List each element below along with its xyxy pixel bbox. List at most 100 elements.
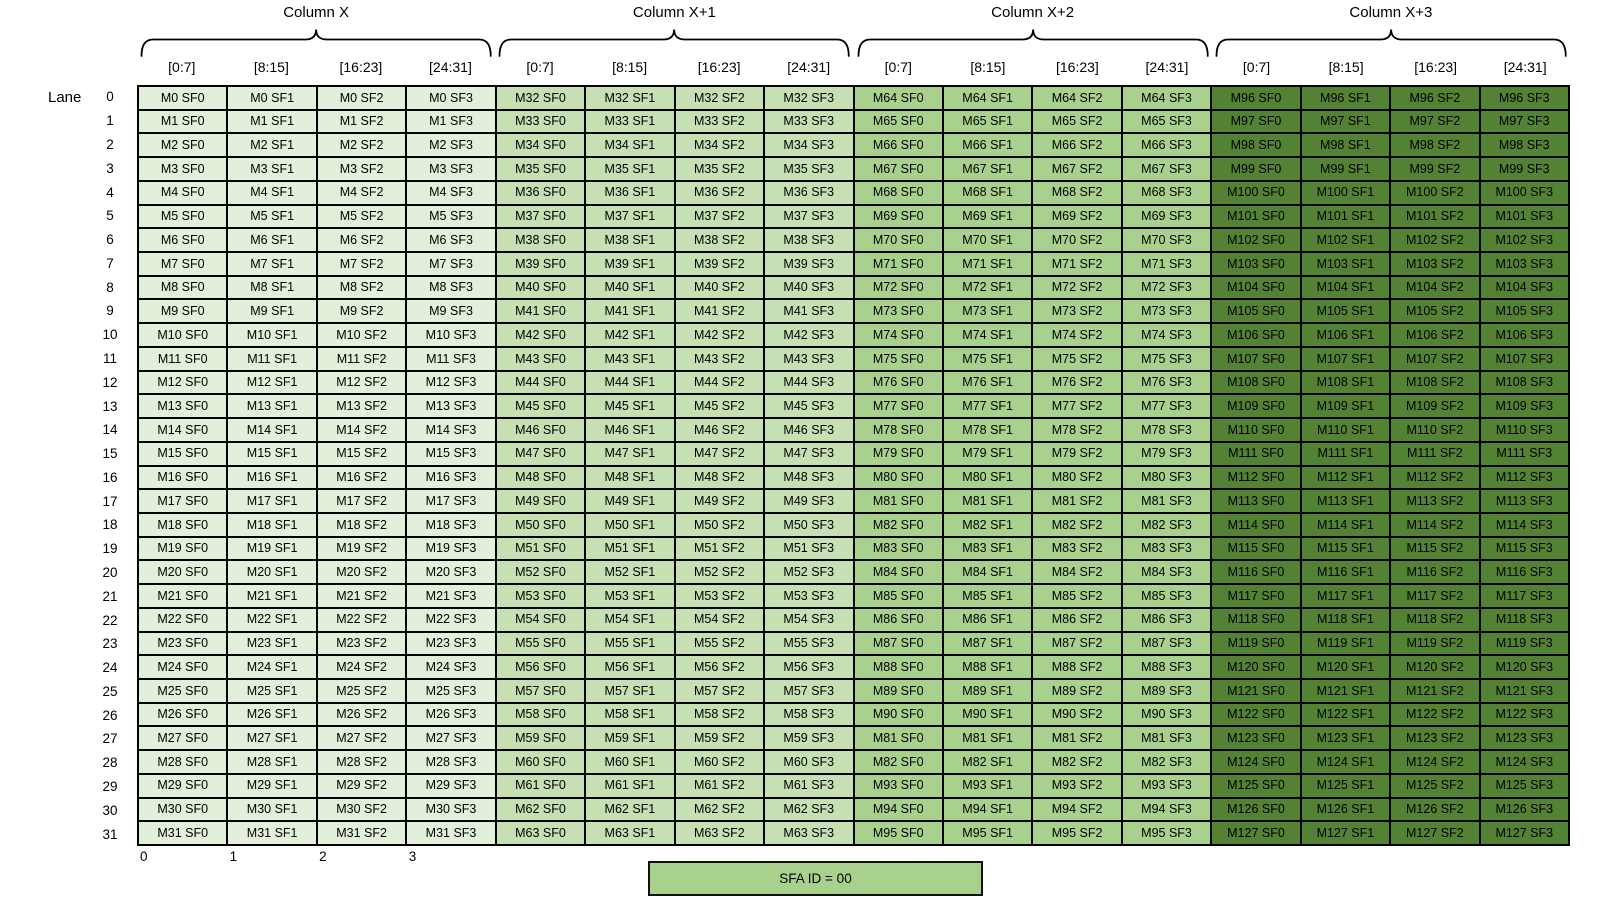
bitfield-range-label-0-2: [16:23] (339, 59, 383, 75)
cell: M108 SF2 (1390, 370, 1480, 395)
cell: M122 SF3 (1479, 702, 1569, 727)
lane-number-12: 12 (102, 374, 118, 390)
cell: M2 SF2 (316, 133, 407, 158)
cell: M107 SF0 (1211, 346, 1301, 371)
cell: M44 SF1 (585, 370, 675, 395)
cell: M77 SF0 (853, 394, 943, 419)
cell: M75 SF1 (942, 346, 1033, 371)
cell: M67 SF0 (853, 157, 943, 181)
cell: M73 SF2 (1032, 299, 1122, 324)
cell: M120 SF1 (1300, 655, 1391, 679)
cell: M30 SF0 (138, 797, 228, 822)
bitfield-range-label-1-2: [16:23] (697, 59, 741, 75)
cell: M16 SF2 (316, 465, 407, 490)
byte-offset-tick-0: 0 (140, 849, 148, 864)
cell: M123 SF0 (1211, 726, 1301, 751)
cell: M100 SF3 (1479, 180, 1569, 205)
cell: M88 SF0 (853, 655, 943, 679)
cell: M1 SF2 (316, 109, 407, 134)
bitfield-range-label-3-3: [24:31] (1503, 59, 1547, 75)
cell: M75 SF2 (1032, 346, 1122, 371)
cell: M45 SF0 (495, 394, 586, 419)
cell: M84 SF2 (1032, 560, 1122, 585)
cell: M19 SF0 (138, 536, 228, 561)
cell: M21 SF1 (227, 584, 317, 608)
cell: M4 SF1 (227, 180, 317, 205)
cell: M83 SF1 (942, 536, 1033, 561)
group-title-0: Column X (283, 4, 350, 21)
cell: M23 SF2 (316, 631, 407, 656)
cell: M71 SF2 (1032, 252, 1122, 276)
cell: M116 SF0 (1211, 560, 1301, 585)
lane-number-21: 21 (102, 588, 118, 604)
cell: M94 SF1 (942, 797, 1033, 822)
cell: M115 SF1 (1300, 536, 1391, 561)
cell: M35 SF1 (585, 157, 675, 181)
cell: M4 SF2 (316, 180, 407, 205)
cell: M82 SF2 (1032, 512, 1122, 537)
cell: M64 SF3 (1121, 86, 1212, 110)
lane-number-2: 2 (106, 136, 114, 152)
bitfield-range-label-0-0: [0:7] (168, 59, 196, 75)
cell: M109 SF0 (1211, 394, 1301, 419)
bitfield-range-label-3-2: [16:23] (1414, 59, 1458, 75)
cell: M98 SF1 (1300, 133, 1391, 158)
cell: M126 SF1 (1300, 797, 1391, 822)
cell: M28 SF1 (227, 750, 317, 774)
cell: M16 SF0 (138, 465, 228, 490)
cell: M68 SF0 (853, 180, 943, 205)
cell: M104 SF3 (1479, 275, 1569, 300)
cell: M27 SF2 (316, 726, 407, 751)
cell: M4 SF0 (138, 180, 228, 205)
cell: M48 SF0 (495, 465, 586, 490)
cell: M52 SF3 (764, 560, 854, 585)
cell: M123 SF3 (1479, 726, 1569, 751)
cell: M78 SF2 (1032, 418, 1122, 442)
cell: M12 SF1 (227, 370, 317, 395)
cell: M14 SF2 (316, 418, 407, 442)
cell: M74 SF0 (853, 323, 943, 347)
cell: M29 SF1 (227, 773, 317, 798)
cell: M68 SF2 (1032, 180, 1122, 205)
cell: M7 SF3 (406, 252, 496, 276)
cell: M26 SF1 (227, 702, 317, 727)
cell: M53 SF3 (764, 584, 854, 608)
cell: M8 SF1 (227, 275, 317, 300)
cell: M105 SF1 (1300, 299, 1391, 324)
cell: M36 SF3 (764, 180, 854, 205)
cell: M84 SF3 (1121, 560, 1212, 585)
cell: M39 SF1 (585, 252, 675, 276)
cell: M75 SF3 (1121, 346, 1212, 371)
cell: M87 SF1 (942, 631, 1033, 656)
cell: M14 SF0 (138, 418, 228, 442)
cell: M105 SF0 (1211, 299, 1301, 324)
cell: M110 SF3 (1479, 418, 1569, 442)
cell: M22 SF2 (316, 607, 407, 632)
cell: M46 SF1 (585, 418, 675, 442)
cell: M21 SF3 (406, 584, 496, 608)
cell: M8 SF3 (406, 275, 496, 300)
cell: M117 SF0 (1211, 584, 1301, 608)
bitfield-range-label-1-3: [24:31] (787, 59, 831, 75)
cell: M26 SF0 (138, 702, 228, 727)
cell: M85 SF1 (942, 584, 1033, 608)
cell: M50 SF2 (674, 512, 765, 537)
cell: M111 SF2 (1390, 441, 1480, 466)
cell: M74 SF3 (1121, 323, 1212, 347)
bitfield-range-label-2-1: [8:15] (970, 59, 1006, 75)
cell: M9 SF0 (138, 299, 228, 324)
lane-number-6: 6 (106, 232, 114, 248)
cell: M119 SF0 (1211, 631, 1301, 656)
cell: M106 SF0 (1211, 323, 1301, 347)
cell: M25 SF2 (316, 678, 407, 703)
cell: M1 SF0 (138, 109, 228, 134)
cell: M26 SF2 (316, 702, 407, 727)
cell: M118 SF3 (1479, 607, 1569, 632)
cell: M54 SF3 (764, 607, 854, 632)
cell: M93 SF3 (1121, 773, 1212, 798)
bitfield-range-label-3-0: [0:7] (1242, 59, 1271, 75)
cell: M118 SF1 (1300, 607, 1391, 632)
cell: M57 SF1 (585, 678, 675, 703)
sfa-id-box: SFA ID = 00 (648, 861, 983, 896)
cell: M20 SF3 (406, 560, 496, 585)
